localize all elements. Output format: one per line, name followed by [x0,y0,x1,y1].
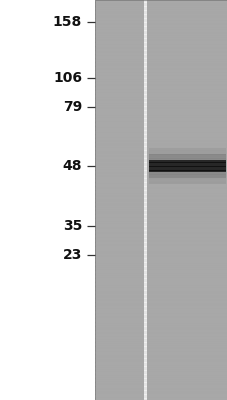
Text: 158: 158 [53,15,82,29]
Text: 106: 106 [53,71,82,85]
Bar [143,0,146,400]
Text: 48: 48 [62,159,82,173]
Bar [149,154,225,178]
Bar [94,0,227,400]
Text: 35: 35 [62,219,82,233]
Text: 23: 23 [62,248,82,262]
Bar [94,0,227,400]
Text: 79: 79 [63,100,82,114]
Bar [149,160,225,172]
Bar [149,148,225,184]
